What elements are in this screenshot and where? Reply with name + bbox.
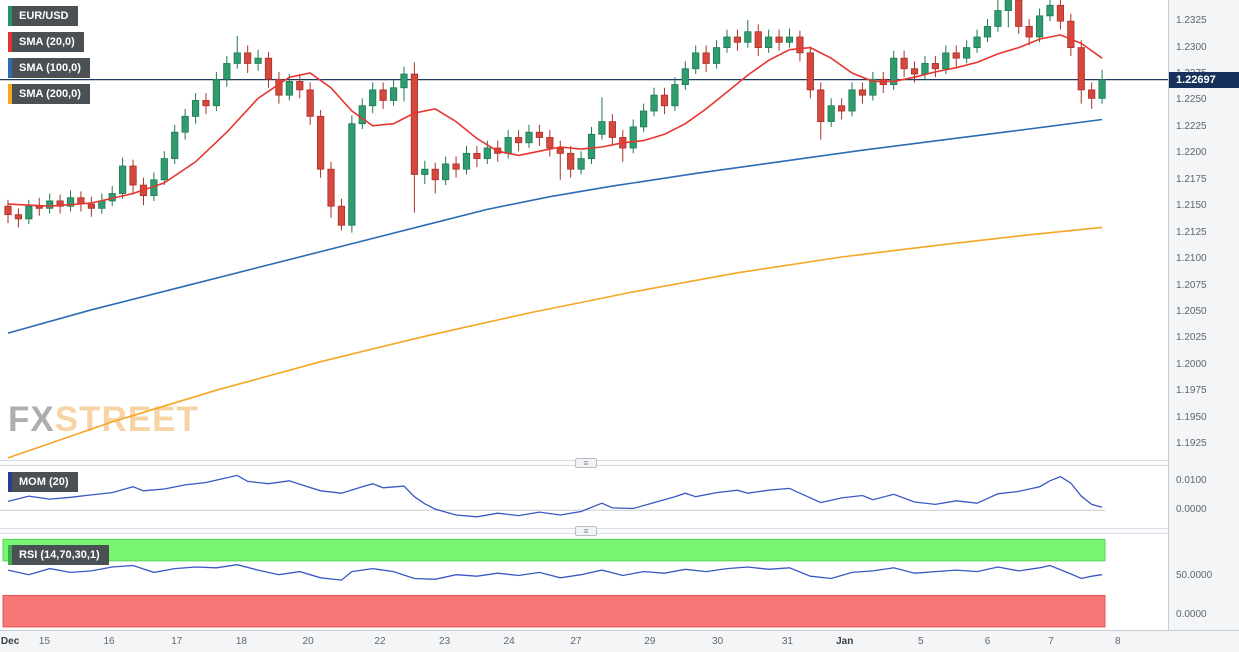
price-axis-tick-label: 50.0000: [1176, 570, 1213, 582]
time-axis-tick-label: 22: [374, 636, 386, 647]
time-axis[interactable]: Dec 15 16 17 18 20 22 23 24 27 29 30 31 Jan 5 6 7 8: [0, 630, 1239, 652]
price-axis-tick-label: 1.2075: [1176, 279, 1207, 291]
watermark-fx-text: FX: [8, 400, 55, 439]
time-axis-tick-label: 27: [570, 636, 582, 647]
legend-symbol-badge[interactable]: EUR/USD: [8, 6, 78, 26]
legend-sma100-label: SMA (100,0): [19, 62, 81, 74]
time-axis-tick-label: 31: [781, 636, 793, 647]
time-axis-tick-label: 20: [302, 636, 314, 647]
time-axis-tick-label: 15: [38, 636, 51, 647]
price-axis-tick-label: 1.2000: [1176, 358, 1207, 370]
legend-sma20-label: SMA (20,0): [19, 36, 75, 48]
legend-rsi-badge[interactable]: RSI (14,70,30,1): [8, 545, 109, 565]
price-axis-tick-label: 1.2175: [1176, 173, 1207, 185]
legend-sma20-badge[interactable]: SMA (20,0): [8, 32, 84, 52]
panel-resize-handle[interactable]: ≡: [575, 526, 597, 536]
price-axis[interactable]: 1.23251.23001.22751.22501.22251.22001.21…: [1168, 0, 1239, 630]
time-axis-tick-label: Jan: [836, 636, 854, 647]
time-axis-tick-label: 16: [103, 636, 115, 647]
panel-resize-handle[interactable]: ≡: [575, 458, 597, 468]
time-axis-tick-label: 7: [1048, 636, 1054, 647]
time-axis-tick-label: 5: [918, 636, 924, 647]
price-axis-tick-label: 0.0000: [1176, 608, 1207, 620]
panel-divider: ≡: [0, 458, 1168, 468]
rsi-panel[interactable]: [0, 534, 1168, 630]
legend-sma100-badge[interactable]: SMA (100,0): [8, 58, 90, 78]
price-axis-tick-label: 1.2200: [1176, 147, 1207, 159]
price-axis-tick-label: 1.2300: [1176, 41, 1207, 53]
time-axis-tick-label: Dec: [0, 636, 20, 647]
price-axis-tick-label: 1.2250: [1176, 94, 1207, 106]
time-axis-tick-label: 6: [984, 636, 991, 647]
price-axis-tick-label: 0.0000: [1176, 504, 1207, 516]
time-axis-tick-label: 17: [171, 636, 183, 647]
time-axis-tick-label: 8: [1114, 636, 1121, 647]
price-axis-tick-label: 1.2325: [1176, 15, 1207, 27]
price-axis-tick-label: 1.2225: [1176, 120, 1207, 132]
fxstreet-watermark: FXSTREET: [8, 400, 199, 440]
panel-divider: ≡: [0, 526, 1168, 536]
price-axis-tick-label: 1.2025: [1176, 332, 1207, 344]
legend-mom-label: MOM (20): [19, 476, 69, 488]
price-axis-tick-label: 1.2050: [1176, 305, 1207, 317]
current-price-badge: 1.22697: [1169, 71, 1239, 88]
time-axis-tick-label: 29: [644, 636, 656, 647]
price-axis-tick-label: 1.1975: [1176, 385, 1207, 397]
legend-mom-badge[interactable]: MOM (20): [8, 472, 78, 492]
candlestick-price-panel[interactable]: [0, 0, 1168, 460]
watermark-street-text: STREET: [54, 400, 199, 439]
legend-sma200-label: SMA (200,0): [19, 88, 81, 100]
time-axis-tick-label: 23: [439, 636, 451, 647]
legend-rsi-label: RSI (14,70,30,1): [19, 549, 100, 561]
time-axis-tick-label: 18: [235, 636, 247, 647]
time-axis-tick-label: 24: [503, 636, 515, 647]
price-axis-tick-label: 1.2150: [1176, 200, 1207, 212]
price-axis-tick-label: 1.1925: [1176, 438, 1207, 450]
legend-symbol-label: EUR/USD: [19, 10, 69, 22]
momentum-panel[interactable]: [0, 466, 1168, 528]
price-axis-tick-label: 1.2125: [1176, 226, 1207, 238]
time-axis-tick-label: 30: [712, 636, 724, 647]
legend-sma200-badge[interactable]: SMA (200,0): [8, 84, 90, 104]
price-axis-tick-label: 1.2100: [1176, 253, 1207, 265]
price-axis-tick-label: 1.1950: [1176, 411, 1207, 423]
price-axis-tick-label: 0.0100: [1176, 474, 1207, 486]
